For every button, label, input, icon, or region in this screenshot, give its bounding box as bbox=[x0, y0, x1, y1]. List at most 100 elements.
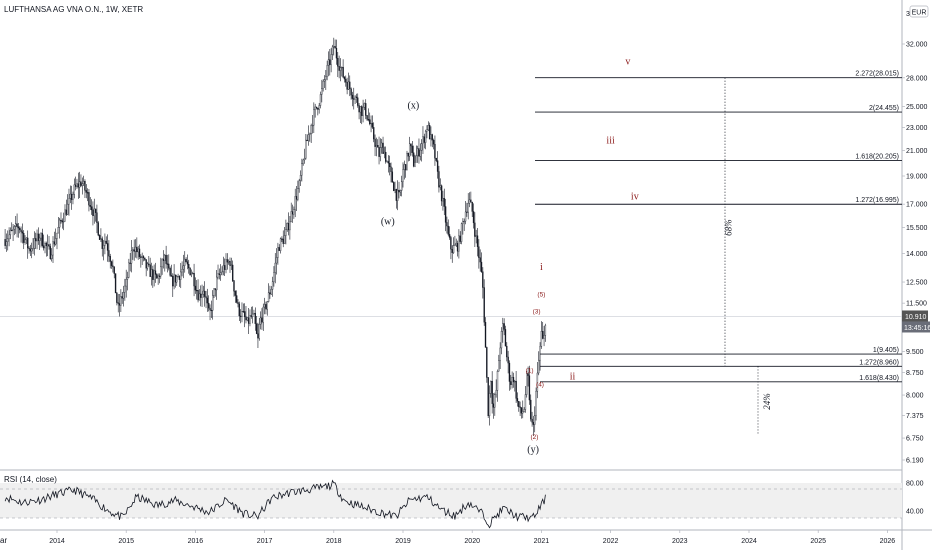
candle-body bbox=[31, 248, 33, 252]
candle bbox=[338, 55, 340, 79]
candle-body bbox=[148, 263, 150, 265]
candle bbox=[21, 223, 24, 244]
candle-body bbox=[45, 242, 48, 247]
candle bbox=[524, 386, 527, 413]
candle-body bbox=[436, 160, 439, 172]
candle-body bbox=[432, 139, 435, 145]
candle bbox=[404, 163, 407, 178]
candle bbox=[245, 305, 247, 324]
time-axis[interactable]: 2014 2015 2016 2017 2018 2019 2020 2021 2022 2023… bbox=[49, 530, 895, 545]
candle bbox=[104, 233, 106, 255]
candle-body bbox=[69, 193, 71, 199]
candle bbox=[11, 222, 13, 232]
candle-body bbox=[186, 261, 189, 265]
candle-body bbox=[60, 219, 62, 222]
candle bbox=[293, 206, 295, 219]
candle-body bbox=[245, 316, 247, 321]
candle bbox=[116, 291, 118, 306]
candle bbox=[432, 138, 435, 150]
candle bbox=[337, 52, 339, 78]
candle-body bbox=[238, 303, 240, 317]
candle bbox=[270, 286, 272, 295]
candle bbox=[152, 265, 154, 288]
candle bbox=[498, 354, 500, 372]
candle-body bbox=[98, 235, 101, 240]
price-tick-label: 21.000 bbox=[906, 148, 928, 155]
candle bbox=[49, 243, 52, 260]
candle bbox=[354, 95, 356, 105]
candle-body bbox=[200, 293, 202, 298]
candle-body bbox=[403, 164, 406, 170]
candle bbox=[319, 91, 322, 109]
wave-label-minor: ii bbox=[570, 372, 576, 383]
candle bbox=[160, 257, 162, 279]
candle-body bbox=[443, 198, 445, 207]
fib-label: 2(24.455) bbox=[869, 105, 899, 112]
candle bbox=[156, 273, 158, 279]
candle bbox=[346, 77, 348, 95]
candle-body bbox=[49, 246, 52, 260]
candle-body bbox=[379, 147, 382, 157]
price-axis[interactable]: 32.000 28.000 25.000 23.000 21.000 19.000 17.0… bbox=[902, 5, 931, 465]
candle bbox=[400, 175, 403, 197]
candle-body bbox=[467, 203, 469, 213]
candle-body bbox=[21, 231, 24, 234]
candle-body bbox=[369, 119, 371, 125]
candle bbox=[544, 323, 547, 342]
candle bbox=[331, 44, 334, 61]
candle bbox=[76, 178, 78, 189]
candle bbox=[301, 158, 303, 182]
candle bbox=[436, 151, 439, 179]
candle bbox=[5, 233, 8, 252]
candle-body bbox=[66, 203, 69, 215]
candle-body bbox=[237, 302, 239, 305]
candle-body bbox=[141, 256, 143, 258]
candle bbox=[226, 253, 229, 270]
candle bbox=[282, 230, 284, 248]
candle-body bbox=[357, 97, 359, 106]
candle bbox=[303, 148, 306, 164]
candle-body bbox=[331, 46, 334, 55]
candle bbox=[450, 235, 452, 260]
candle bbox=[382, 136, 384, 154]
candle-body bbox=[346, 82, 348, 90]
candle-body bbox=[456, 242, 459, 252]
candle bbox=[206, 288, 209, 312]
candle-body bbox=[523, 409, 525, 412]
candle bbox=[351, 91, 354, 107]
candle bbox=[407, 152, 409, 162]
candle-body bbox=[4, 239, 6, 246]
candle bbox=[510, 374, 512, 390]
candle-body bbox=[460, 223, 463, 242]
candle bbox=[73, 178, 75, 199]
candle bbox=[218, 268, 221, 280]
price-tick-label: 12.500 bbox=[906, 280, 928, 287]
candle-body bbox=[455, 242, 457, 246]
candle-body bbox=[166, 263, 169, 265]
candle bbox=[375, 137, 378, 157]
time-tick-label: 2026 bbox=[880, 538, 896, 545]
candle-body bbox=[242, 311, 244, 313]
candle-body bbox=[435, 158, 437, 161]
fib-label: 2.272(28.015) bbox=[855, 71, 899, 78]
candle-body bbox=[64, 209, 66, 222]
candle-body bbox=[17, 226, 20, 229]
candle-body bbox=[389, 163, 391, 168]
candle-body bbox=[483, 287, 485, 323]
candle bbox=[397, 180, 399, 211]
candle-body bbox=[402, 169, 404, 182]
candle bbox=[365, 99, 367, 120]
candle-body bbox=[515, 380, 517, 399]
candle-body bbox=[160, 266, 162, 277]
candle bbox=[455, 238, 457, 248]
candle bbox=[259, 311, 262, 330]
candle bbox=[165, 245, 167, 269]
candle bbox=[93, 198, 95, 224]
candle-body bbox=[285, 229, 287, 236]
candle-body bbox=[294, 196, 296, 210]
candle bbox=[126, 271, 129, 291]
candle bbox=[345, 75, 347, 87]
wave-label-minor: iv bbox=[631, 192, 639, 203]
